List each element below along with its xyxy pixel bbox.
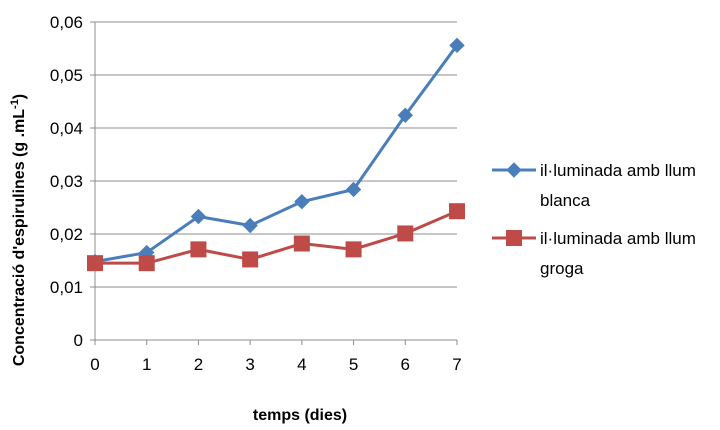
data-point-series-1 (397, 107, 413, 123)
y-tick-label: 0 (74, 331, 83, 350)
legend: il·luminada amb llum blanca il·luminada am… (492, 161, 696, 278)
data-point-series-2 (345, 241, 362, 258)
y-tick-label: 0,06 (50, 13, 83, 32)
x-tick-label: 1 (142, 355, 151, 374)
y-tick-label: 0,05 (50, 66, 83, 85)
label-layer: 0 0,01 0,02 0,03 0,04 0,05 0,06 0 1 2 3 4 5 6 7 (50, 13, 462, 374)
data-point-series-2 (449, 203, 465, 220)
data-point-series-2 (293, 235, 310, 252)
axis-layer (90, 21, 458, 345)
data-point-series-2 (397, 225, 414, 242)
y-tick-label: 0,03 (50, 172, 83, 191)
data-point-series-1 (345, 181, 362, 198)
data-point-series-2 (242, 251, 259, 268)
x-tick-label: 5 (349, 355, 358, 374)
legend-label-2: il·luminada amb llum (540, 229, 696, 248)
x-tick-label: 2 (194, 355, 203, 374)
data-point-series-1 (294, 193, 310, 210)
legend-marker-1 (506, 162, 522, 178)
data-point-series-2 (190, 241, 207, 258)
x-axis-title: temps (dies) (253, 407, 347, 424)
legend-label-2: groga (540, 259, 584, 278)
x-tick-label: 0 (90, 355, 99, 374)
y-tick-label: 0,02 (50, 225, 83, 244)
y-axis-title-end: ) (11, 94, 28, 99)
data-point-series-1 (449, 37, 465, 54)
data-point-series-1 (190, 208, 207, 225)
legend-label-1: il·luminada amb llum (540, 161, 696, 180)
series-layer (87, 37, 465, 272)
data-point-series-2 (138, 255, 155, 272)
x-tick-label: 3 (245, 355, 254, 374)
y-axis-title: Concentració d'espirulines (g .mL-1) (9, 94, 28, 366)
grid-layer (95, 21, 457, 288)
x-tick-label: 7 (452, 355, 461, 374)
y-tick-label: 0,01 (50, 278, 83, 297)
legend-label-1: blanca (540, 191, 591, 210)
y-axis-title-main: Concentració d'espirulines (g .mL (11, 109, 28, 366)
x-tick-label: 6 (401, 355, 410, 374)
data-point-series-1 (242, 217, 258, 234)
series-line-2 (95, 209, 458, 265)
data-point-series-2 (87, 255, 103, 272)
legend-marker-2 (506, 230, 522, 246)
series-line-1 (94, 44, 459, 264)
x-tick-label: 4 (297, 355, 306, 374)
y-tick-label: 0,04 (50, 119, 83, 138)
y-axis-title-superscript: -1 (9, 99, 21, 109)
